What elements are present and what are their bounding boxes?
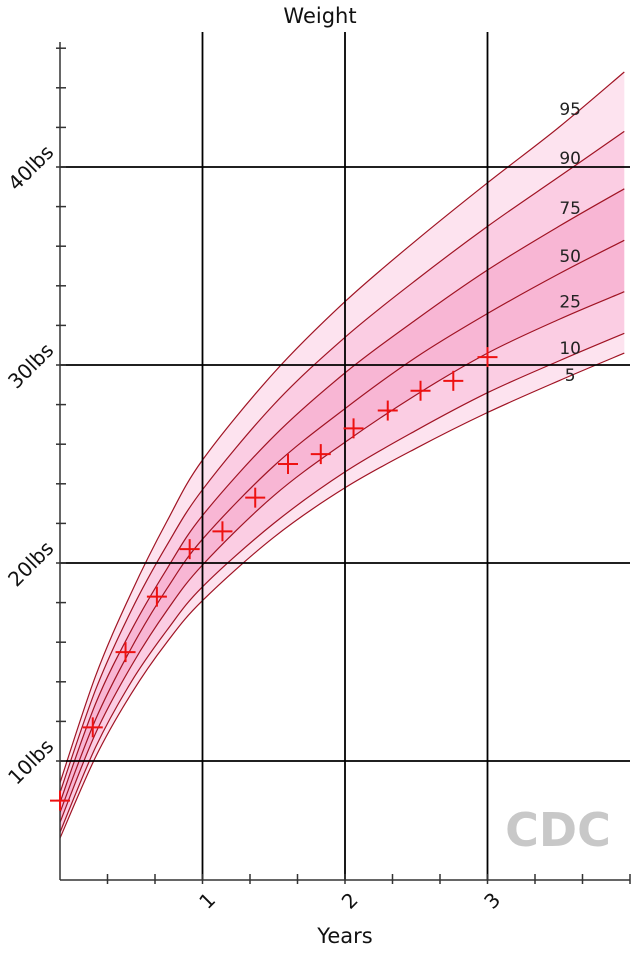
- percentile-label-50: 50: [559, 247, 581, 267]
- band-50-25: [60, 240, 625, 823]
- measurement-markers: [50, 347, 498, 811]
- data-point: [212, 521, 233, 542]
- band-75-50: [60, 188, 625, 813]
- data-point: [50, 790, 70, 811]
- grid-lines: [60, 32, 630, 880]
- x-axis-title: Years: [316, 924, 372, 948]
- percentile-label-90: 90: [559, 149, 581, 169]
- data-point: [82, 717, 103, 738]
- percentile-curve-25: [59, 291, 625, 823]
- cdc-watermark: CDC: [505, 803, 611, 857]
- percentile-label-75: 75: [559, 199, 581, 219]
- band-95-90: [60, 72, 625, 793]
- data-point: [115, 642, 136, 663]
- percentile-label-25: 25: [559, 293, 581, 313]
- data-point: [410, 380, 431, 401]
- x-tick-label-1: 1: [194, 888, 220, 914]
- percentile-labels: 95 90 75 50 25 10 5: [559, 100, 581, 386]
- data-point: [443, 370, 464, 391]
- band-25-10: [60, 291, 625, 833]
- data-point: [343, 418, 364, 439]
- percentile-curve-90: [59, 130, 625, 793]
- x-tick-label-2: 2: [337, 888, 363, 914]
- data-point: [146, 586, 167, 607]
- band-90-75: [60, 131, 625, 803]
- percentile-label-10: 10: [559, 339, 581, 359]
- data-point: [477, 347, 498, 368]
- percentile-bands: [60, 72, 625, 839]
- data-point: [245, 487, 266, 508]
- y-tick-label-20lbs: 20lbs: [3, 536, 58, 591]
- y-tick-label-10lbs: 10lbs: [3, 734, 58, 789]
- y-tick-label-40lbs: 40lbs: [3, 140, 58, 195]
- chart-title: Weight: [283, 4, 356, 28]
- percentile-curve-50: [59, 239, 625, 813]
- x-tick-label-3: 3: [479, 888, 505, 914]
- y-tick-label-30lbs: 30lbs: [3, 338, 58, 393]
- percentile-curve-75: [59, 188, 625, 803]
- percentile-curve-10: [59, 332, 625, 833]
- data-point: [377, 400, 398, 421]
- percentile-label-5: 5: [565, 366, 576, 386]
- percentile-curve-5: [59, 352, 625, 839]
- data-point: [278, 454, 298, 474]
- data-point: [310, 444, 331, 465]
- percentile-label-95: 95: [559, 100, 581, 120]
- data-point: [179, 539, 200, 560]
